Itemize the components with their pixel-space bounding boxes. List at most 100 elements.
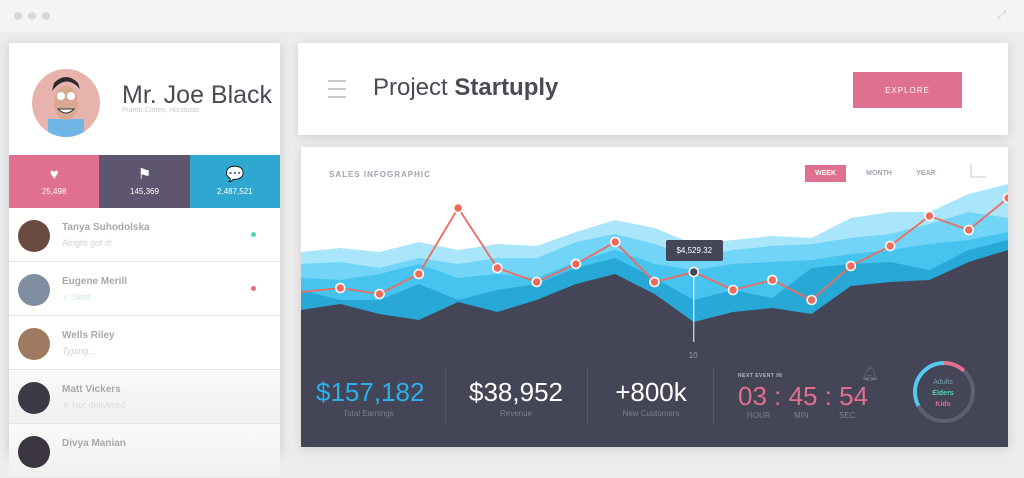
chat-icon: 💬: [225, 166, 245, 183]
contact-avatar: [18, 436, 50, 468]
data-point: [963, 224, 975, 236]
data-point: [531, 276, 542, 288]
share-icon[interactable]: [970, 164, 986, 178]
data-point: [374, 288, 385, 300]
contact-avatar: [18, 328, 50, 360]
title-light: Project: [373, 74, 455, 101]
contact-name: Divya Manian: [62, 438, 126, 449]
data-point: [688, 266, 700, 278]
legend-elders: Elders: [932, 390, 954, 397]
donut-segment: [913, 361, 975, 423]
window-titlebar: ⤢: [0, 0, 1024, 32]
contact-message: Alright got it!: [62, 238, 113, 248]
kpi-value: +800k: [615, 377, 687, 407]
contact-item[interactable]: Divya Manian: [9, 424, 280, 478]
legend-adults: Adults: [933, 379, 953, 386]
sales-chart: [301, 184, 1008, 447]
stat-comments[interactable]: 💬 2,487,521: [189, 155, 280, 208]
contact-message: Typing...: [62, 346, 96, 356]
x-tick-label: 10: [688, 351, 698, 360]
stats-bar: ♥ 25,498 ⚑ 145,369 💬 2,487,521: [9, 155, 280, 208]
contact-avatar: [18, 220, 50, 252]
kpi-total-earnings: $157,182 Total Earnings: [316, 377, 425, 418]
data-point: [334, 282, 346, 294]
stat-likes-value: 25,498: [41, 187, 67, 196]
stat-comments-value: 2,487,521: [217, 187, 253, 196]
stat-likes[interactable]: ♥ 25,498: [9, 155, 100, 208]
profile-name: Mr. Joe Black: [122, 81, 273, 109]
data-point: [570, 258, 582, 270]
divider: [713, 367, 714, 425]
audience-donut: [913, 361, 975, 423]
bell-icon[interactable]: 🔔︎: [861, 365, 879, 381]
contact-message: ✓ Sent: [62, 292, 91, 302]
contact-name: Eugene Merill: [62, 276, 128, 287]
data-point: [924, 210, 935, 222]
window-minimize-dot[interactable]: [28, 12, 36, 20]
flag-icon: ⚑: [137, 166, 152, 183]
timer-label: NEXT EVENT IN: [738, 373, 783, 379]
divider: [445, 367, 446, 425]
kpi-value: $157,182: [316, 377, 425, 407]
data-point: [609, 236, 621, 248]
data-point: [806, 294, 817, 306]
data-point: [649, 276, 660, 288]
contact-name: Wells Riley: [62, 330, 115, 341]
data-point: [413, 268, 425, 280]
contact-item[interactable]: Matt Vickers ✕ Not delivered: [9, 370, 280, 424]
expand-icon[interactable]: ⤢: [997, 9, 1006, 21]
data-point: [492, 262, 503, 274]
data-point: [767, 274, 778, 286]
contact-name: Tanya Suhodolska: [62, 222, 150, 233]
kpi-label: New Customers: [622, 409, 680, 418]
data-point: [1002, 192, 1008, 204]
heart-icon: ♥: [49, 166, 59, 183]
sales-card: SALES INFOGRAPHIC WEEK MONTH YEAR $4,529…: [301, 147, 1008, 447]
donut-segment: [913, 361, 975, 423]
tab-week[interactable]: WEEK: [805, 165, 846, 182]
legend-kids: Kids: [935, 401, 951, 408]
contact-item[interactable]: Tanya Suhodolska Alright got it!: [9, 208, 280, 262]
profile-avatar: [32, 69, 100, 137]
donut-legend: Adults Elders Kids: [923, 377, 963, 410]
kpi-revenue: $38,952 Revenue: [461, 377, 571, 418]
window-close-dot[interactable]: [14, 12, 22, 20]
event-timer: NEXT EVENT IN 03 : 45 : 54: [738, 373, 868, 412]
area-series-4: [301, 250, 1008, 447]
contact-avatar: [18, 274, 50, 306]
timer-unit-sec: SEC: [839, 411, 856, 420]
page-title: Project Startuply: [373, 74, 558, 102]
project-header: Project Startuply EXPLORE: [298, 43, 1008, 135]
chart-title: SALES INFOGRAPHIC: [329, 170, 431, 179]
kpi-label: Total Earnings: [343, 409, 394, 418]
contact-name: Matt Vickers: [62, 384, 121, 395]
explore-button[interactable]: EXPLORE: [853, 72, 962, 108]
status-dot: [251, 232, 256, 237]
kpi-value: $38,952: [469, 377, 563, 407]
menu-icon[interactable]: [328, 80, 346, 104]
timer-unit-min: MIN: [794, 411, 809, 420]
contact-item[interactable]: Eugene Merill ✓ Sent: [9, 262, 280, 316]
stat-flags-value: 145,369: [130, 187, 159, 196]
data-point: [727, 284, 739, 296]
contact-message: ✕ Not delivered: [62, 400, 126, 410]
contact-item[interactable]: Wells Riley Typing...: [9, 316, 280, 370]
chart-tooltip: $4,529.32: [665, 240, 723, 261]
donut-segment: [913, 361, 975, 423]
contact-avatar: [18, 382, 50, 414]
data-point: [452, 202, 464, 214]
tab-year[interactable]: YEAR: [916, 170, 936, 177]
stat-flags[interactable]: ⚑ 145,369: [99, 155, 190, 208]
kpi-new-customers: +800k New Customers: [601, 377, 701, 418]
status-dot: [251, 286, 256, 291]
data-point: [884, 240, 896, 252]
tab-month[interactable]: MONTH: [866, 170, 892, 177]
data-point: [845, 260, 857, 272]
kpi-label: Revenue: [499, 409, 533, 418]
divider: [587, 367, 588, 425]
profile-location: Puerto Cortes, Honduras: [122, 107, 200, 114]
window-zoom-dot[interactable]: [42, 12, 50, 20]
timer-value: 03 : 45 : 54: [738, 381, 869, 411]
timer-unit-hour: HOUR: [747, 411, 771, 420]
profile-panel: Mr. Joe Black Puerto Cortes, Honduras ♥ 2…: [9, 43, 280, 478]
